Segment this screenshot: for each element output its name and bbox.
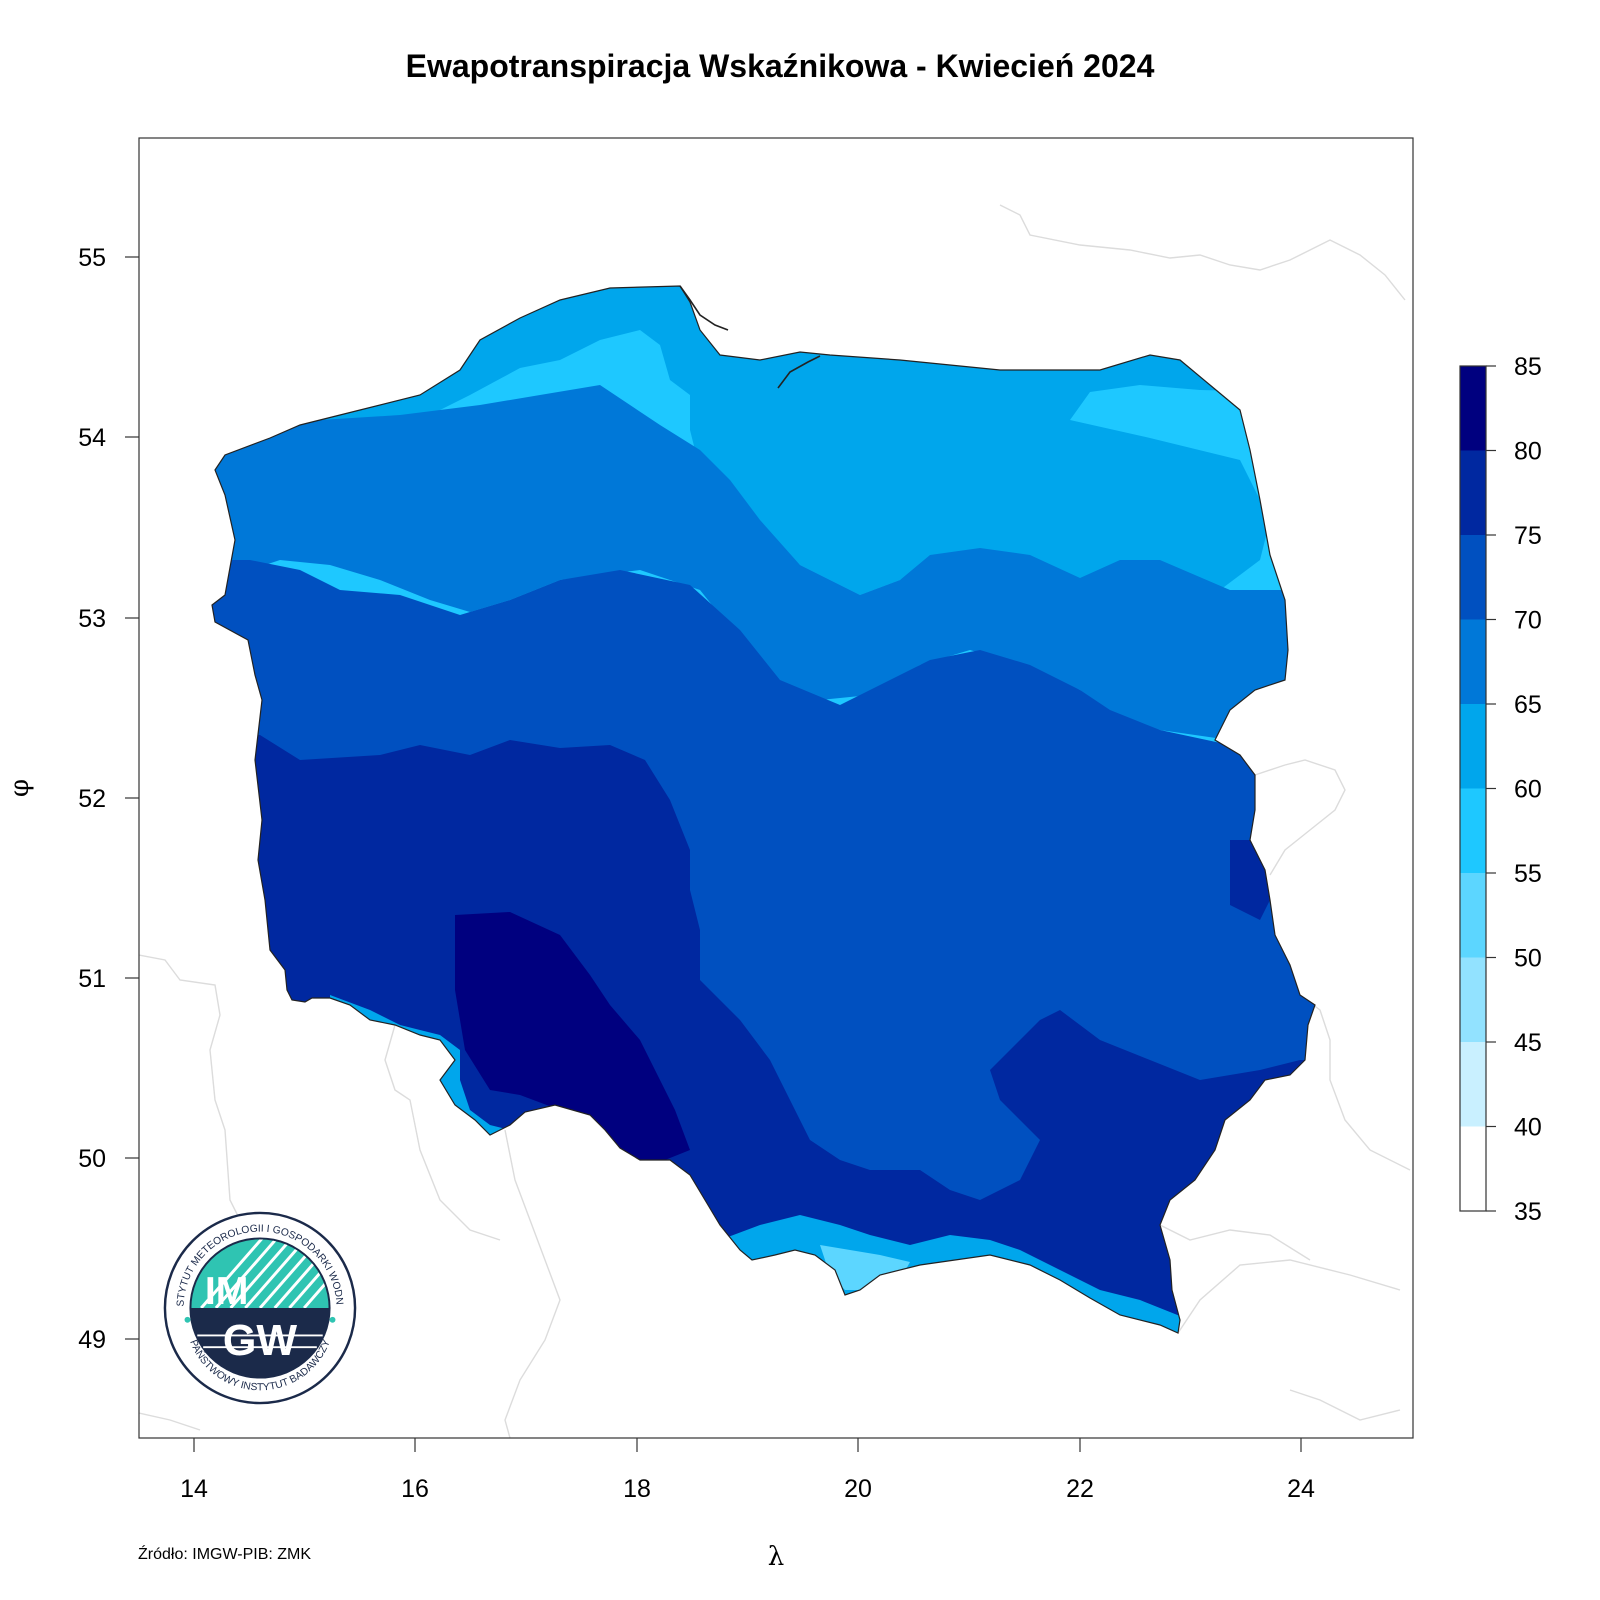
x-axis-title: λ bbox=[768, 1542, 784, 1572]
legend-swatch-75-80 bbox=[1460, 450, 1486, 535]
y-axis-title: φ bbox=[5, 779, 35, 797]
legend-label: 80 bbox=[1514, 438, 1542, 466]
y-tick-label: 52 bbox=[78, 785, 106, 813]
legend-swatch-40-45 bbox=[1460, 1042, 1486, 1127]
x-tick-label: 24 bbox=[1287, 1475, 1315, 1503]
x-tick-label: 14 bbox=[180, 1475, 208, 1503]
y-tick-label: 53 bbox=[78, 605, 106, 633]
legend-swatch-35-40 bbox=[1460, 1126, 1486, 1211]
legend-label: 75 bbox=[1514, 522, 1542, 550]
x-tick-label: 22 bbox=[1066, 1475, 1094, 1503]
legend-label: 35 bbox=[1514, 1198, 1542, 1226]
legend-label: 70 bbox=[1514, 607, 1542, 635]
x-tick-label: 18 bbox=[623, 1475, 651, 1503]
y-tick-label: 55 bbox=[78, 244, 106, 272]
y-tick-label: 49 bbox=[78, 1326, 106, 1354]
svg-text:GW: GW bbox=[223, 1317, 298, 1365]
svg-text:IM: IM bbox=[205, 1270, 249, 1313]
x-axis bbox=[193, 1438, 1302, 1452]
map-title: Ewapotranspiracja Wskaźnikowa - Kwiecień… bbox=[405, 48, 1155, 84]
legend-swatch-65-70 bbox=[1460, 619, 1486, 704]
y-axis bbox=[125, 256, 139, 1340]
zone-75-80-east bbox=[1230, 840, 1270, 920]
plot-frame bbox=[138, 137, 1414, 1439]
zone-80-85 bbox=[455, 912, 690, 1170]
legend-label: 65 bbox=[1514, 691, 1542, 719]
x-tick-label: 16 bbox=[401, 1475, 429, 1503]
legend-swatch-50-55 bbox=[1460, 873, 1486, 958]
legend-label: 55 bbox=[1514, 860, 1542, 888]
legend-swatch-60-65 bbox=[1460, 704, 1486, 789]
vistula-spit bbox=[777, 355, 821, 389]
y-tick-label: 54 bbox=[78, 424, 106, 452]
y-tick-label: 51 bbox=[78, 965, 106, 993]
zone-65-70 bbox=[212, 385, 1315, 740]
legend-label: 45 bbox=[1514, 1029, 1542, 1057]
legend-swatch-80-85 bbox=[1460, 366, 1486, 451]
legend-swatch-70-75 bbox=[1460, 535, 1486, 620]
poland-border bbox=[211, 285, 1316, 1334]
legend-colorbar bbox=[1459, 365, 1496, 1212]
legend-label: 60 bbox=[1514, 776, 1542, 804]
neighbor-borders bbox=[139, 204, 1411, 1438]
hel-peninsula bbox=[679, 285, 729, 331]
legend-label: 50 bbox=[1514, 945, 1542, 973]
legend-label: 85 bbox=[1514, 353, 1542, 381]
legend-swatch-55-60 bbox=[1460, 788, 1486, 873]
legend-swatch-45-50 bbox=[1460, 957, 1486, 1042]
imgw-logo: IM GW INSTYTUT METEOROLOGII I GOSPODARKI… bbox=[162, 1210, 357, 1405]
y-tick-label: 50 bbox=[78, 1145, 106, 1173]
x-tick-label: 20 bbox=[844, 1475, 872, 1503]
source-note: Źródło: IMGW-PIB: ZMK bbox=[138, 1546, 312, 1563]
zone-60-65 bbox=[212, 286, 1315, 610]
legend-label: 40 bbox=[1514, 1114, 1542, 1142]
